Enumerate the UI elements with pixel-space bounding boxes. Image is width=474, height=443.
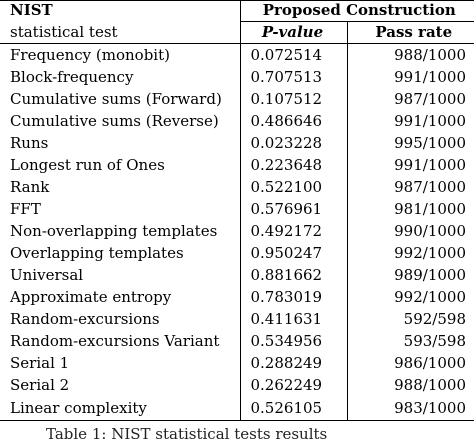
passrate-cell: 991/1000 [394,155,466,174]
pvalue-cell: 0.262249 [240,374,348,396]
pvalue-cell: 0.072514 [240,43,348,66]
table-row: Frequency (monobit) 0.072514 988/1000 [0,43,474,66]
table-row: Runs 0.023228 995/1000 [0,132,474,154]
test-name-cell: Serial 2 [0,374,241,396]
test-name-cell: Random-excursions Variant [0,330,241,352]
table-row: FFT 0.576961 981/1000 [0,198,474,220]
table-row: Linear complexity 0.526105 983/1000 [0,396,474,421]
test-name-cell: Block-frequency [0,66,241,88]
pvalue-cell: 0.881662 [240,264,348,286]
table-row: Random-excursions 0.411631 592/598 [0,308,474,330]
pvalue-cell: 0.783019 [240,286,348,308]
pvalue-cell: 0.223648 [240,154,348,176]
test-name-cell: FFT [0,198,241,220]
table-row: Random-excursions Variant 0.534956 593/598 [0,330,474,352]
passrate-cell: 992/1000 [394,243,466,262]
table-row: Approximate entropy 0.783019 992/1000 [0,286,474,308]
header-pvalue: P-value [240,21,348,44]
pvalue-cell: 0.522100 [240,176,348,198]
header-row-1: NIST Proposed Construction [0,0,474,22]
table-row: Cumulative sums (Reverse) 0.486646 991/100… [0,110,474,132]
pvalue-cell: 0.707513 [240,66,348,88]
passrate-cell: 593/598 [403,331,466,350]
test-name-cell: Cumulative sums (Forward) [0,88,241,110]
nist-results-table: NIST Proposed Construction statistical t… [0,0,474,421]
pvalue-cell: 0.950247 [240,242,348,264]
table-row: Cumulative sums (Forward) 0.107512 987/100… [0,88,474,110]
passrate-cell: 991/1000 [394,111,466,130]
table-row: Universal 0.881662 989/1000 [0,264,474,286]
passrate-cell: 983/1000 [347,396,474,421]
table-row: Non-overlapping templates 0.492172 990/100… [0,220,474,242]
passrate-cell: 990/1000 [394,221,466,240]
pvalue-cell: 0.492172 [240,220,348,242]
passrate-cell: 987/1000 [394,89,466,108]
pvalue-cell: 0.411631 [240,308,348,330]
passrate-cell: 981/1000 [394,199,466,218]
table-row: Overlapping templates 0.950247 992/1000 [0,242,474,264]
passrate-cell: 592/598 [403,309,466,328]
test-name-cell: Serial 1 [0,352,241,374]
passrate-cell: 988/1000 [394,45,466,64]
table-row: Block-frequency 0.707513 991/1000 [0,66,474,88]
test-name-cell: Universal [0,264,241,286]
test-name-cell: Longest run of Ones [0,154,241,176]
table-caption: Table 1: NIST statistical tests results [46,425,328,443]
test-name-cell: Linear complexity [0,396,241,421]
pvalue-cell: 0.526105 [240,396,348,421]
header-passrate: Pass rate [347,21,474,44]
passrate-cell: 988/1000 [394,375,466,394]
header-proposed-construction: Proposed Construction [240,0,474,22]
passrate-cell: 995/1000 [394,133,466,152]
table-row: Longest run of Ones 0.223648 991/1000 [0,154,474,176]
passrate-cell: 992/1000 [394,287,466,306]
pvalue-cell: 0.107512 [240,88,348,110]
pvalue-cell: 0.576961 [240,198,348,220]
test-name-cell: Non-overlapping templates [0,220,241,242]
table-row: Serial 1 0.288249 986/1000 [0,352,474,374]
test-name-cell: Runs [0,132,241,154]
test-name-cell: Random-excursions [0,308,241,330]
passrate-cell: 986/1000 [394,353,466,372]
passrate-cell: 991/1000 [394,67,466,86]
test-name-cell: Overlapping templates [0,242,241,264]
test-name-cell: Approximate entropy [0,286,241,308]
pvalue-cell: 0.023228 [240,132,348,154]
test-name-cell: Frequency (monobit) [0,43,241,66]
header-row-2: statistical test P-value Pass rate [0,21,474,44]
header-test-line2: statistical test [0,21,241,44]
test-name-cell: Rank [0,176,241,198]
pvalue-cell: 0.486646 [240,110,348,132]
passrate-cell: 989/1000 [394,265,466,284]
test-name-cell: Cumulative sums (Reverse) [0,110,241,132]
table-row: Serial 2 0.262249 988/1000 [0,374,474,396]
pvalue-cell: 0.288249 [240,352,348,374]
header-test-line1: NIST [0,0,241,22]
passrate-cell: 987/1000 [394,177,466,196]
table-row: Rank 0.522100 987/1000 [0,176,474,198]
pvalue-cell: 0.534956 [240,330,348,352]
